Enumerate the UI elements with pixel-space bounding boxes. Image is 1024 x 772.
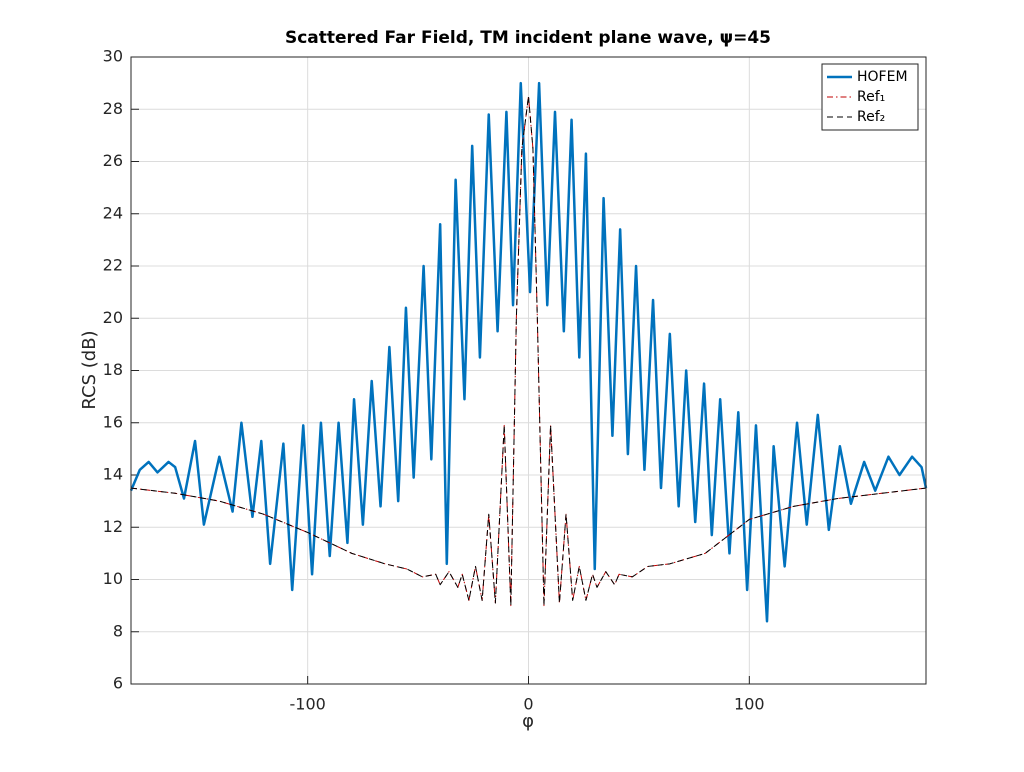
y-tick-label: 30 [103, 47, 123, 66]
lines [129, 81, 928, 623]
legend-box [821, 63, 919, 131]
plot-frame [130, 56, 927, 685]
y-tick-label: 14 [103, 465, 123, 484]
y-tick-label: 6 [113, 674, 123, 693]
legend-label: Ref₂ [857, 109, 885, 125]
legend: HOFEM Ref₁ Ref₂ [821, 63, 919, 131]
y-tick-label: 12 [103, 517, 123, 536]
y-tick-label: 22 [103, 256, 123, 275]
series-line [129, 81, 928, 623]
series-line [130, 95, 927, 607]
x-tick-label: 100 [734, 695, 765, 714]
x-tick-label: -100 [290, 695, 326, 714]
legend-label: Ref₁ [857, 89, 885, 105]
y-axis-label: RCS (dB) [79, 330, 100, 409]
x-axis-label: φ [522, 711, 534, 732]
legend-label: HOFEM [857, 69, 908, 85]
y-tick-label: 10 [103, 569, 123, 588]
chart-title: Scattered Far Field, TM incident plane w… [285, 28, 771, 48]
x-tick-label: 0 [523, 695, 533, 714]
y-tick-label: 16 [103, 412, 123, 431]
y-tick-label: 24 [103, 203, 123, 222]
y-tick-label: 26 [103, 151, 123, 170]
y-tick-label: 8 [113, 621, 123, 640]
y-tick-label: 20 [103, 308, 123, 327]
y-tick-label: 28 [103, 99, 123, 118]
y-tick-label: 18 [103, 360, 123, 379]
